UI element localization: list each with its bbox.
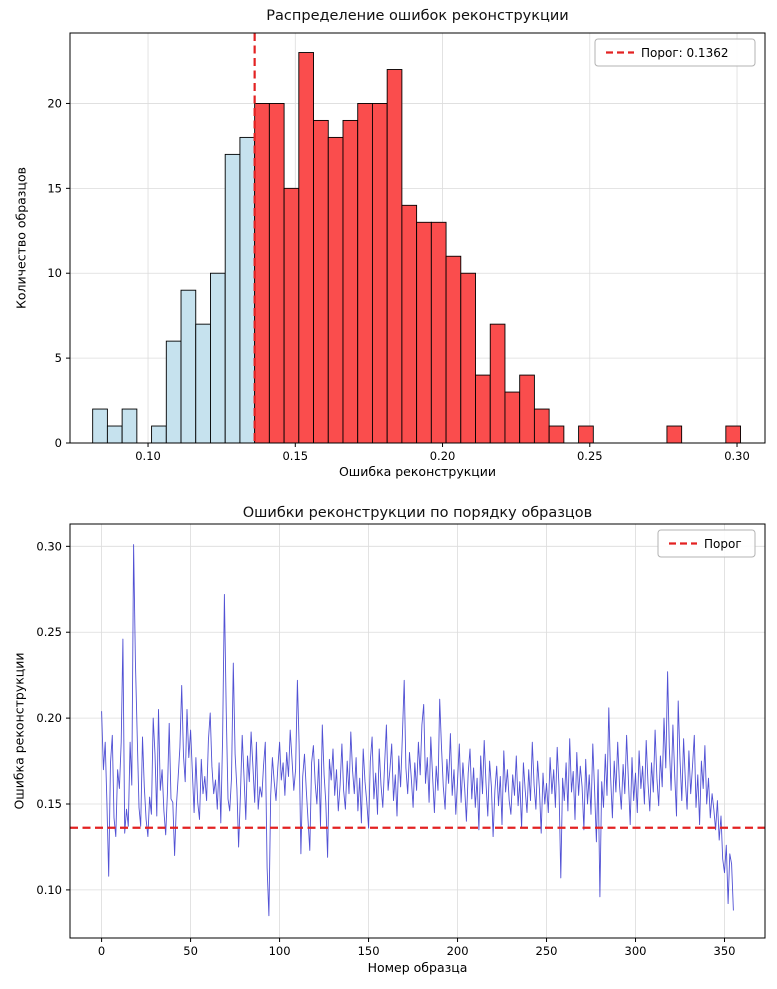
histogram-bar [371, 103, 388, 444]
histogram-bar [460, 272, 476, 444]
histogram-chart-svg: 0.10 0.15 0.20 0.25 0.30 0 5 10 15 20 Порог: 0.136… [47, 32, 766, 463]
x-tick-label: 0 [98, 944, 105, 958]
histogram-bar [180, 289, 197, 444]
legend-box [657, 529, 756, 558]
y-tick-label: 0 [55, 436, 62, 450]
histogram-bar [239, 136, 256, 444]
histogram-bar [578, 425, 594, 444]
histogram-xaxis-label: Ошибка реконструкции [338, 464, 497, 479]
tick-labels: 0.10 0.15 0.20 0.25 0.30 0 5 10 15 20 [47, 96, 749, 463]
histogram-bar [401, 204, 418, 444]
legend-label: Порог [704, 537, 742, 551]
x-tick-label: 250 [536, 944, 558, 958]
histogram-bar [224, 153, 241, 444]
legend-box [594, 38, 756, 67]
legend: Порог: 0.1362 [594, 38, 756, 67]
y-tick-label: 20 [47, 96, 62, 110]
line-chart-xaxis-label: Номер образца [367, 960, 468, 975]
y-tick-label: 5 [55, 351, 62, 365]
histogram-bar [106, 425, 123, 444]
x-tick-label: 50 [183, 944, 198, 958]
y-tick-label: 0.20 [36, 711, 62, 725]
histogram-bar [357, 103, 373, 444]
histogram-bar [666, 425, 683, 444]
x-tick-label: 0.10 [135, 449, 161, 463]
x-tick-label: 0.20 [430, 449, 456, 463]
histogram-bar [151, 425, 167, 444]
histogram-bar [725, 425, 742, 444]
legend: Порог [657, 529, 756, 558]
line-chart-title: Ошибки реконструкции по порядку образцов [242, 505, 593, 521]
x-tick-label: 100 [269, 944, 291, 958]
histogram-bar [489, 323, 506, 444]
histogram-bar [283, 187, 300, 444]
y-tick-label: 15 [47, 181, 62, 195]
axes-frame [69, 523, 766, 939]
grid-lines [70, 524, 765, 938]
histogram-chart: Распределение ошибок реконструкции Ошибк… [0, 0, 777, 494]
histogram-bar [254, 103, 270, 444]
tick-marks [66, 102, 738, 447]
x-tick-label: 0.15 [282, 449, 308, 463]
histogram-bar [313, 119, 329, 444]
x-tick-label: 350 [714, 944, 736, 958]
tick-labels: 0 50 100 150 200 250 300 350 0.10 0.15 0.20 0.25 0.3… [36, 539, 735, 958]
histogram-title: Распределение ошибок реконструкции [266, 8, 569, 24]
y-tick-label: 0.30 [36, 539, 62, 553]
y-tick-label: 0.25 [36, 625, 62, 639]
histogram-bar [92, 408, 108, 444]
x-tick-label: 0.25 [577, 449, 603, 463]
histogram-bar [475, 374, 491, 444]
histogram-bar [342, 119, 359, 444]
x-tick-label: 150 [358, 944, 380, 958]
y-tick-label: 10 [47, 266, 62, 280]
histogram-bar [445, 255, 462, 444]
histogram-bar [210, 272, 226, 444]
histogram-bar [533, 408, 550, 444]
tick-marks [66, 545, 726, 942]
histogram-bar [327, 136, 344, 444]
x-tick-label: 0.30 [724, 449, 750, 463]
histogram-bar [298, 52, 314, 444]
histogram-bar [268, 103, 285, 444]
x-tick-label: 200 [447, 944, 469, 958]
histogram-bar [548, 425, 565, 444]
y-tick-label: 0.15 [36, 797, 62, 811]
line-chart-svg: 0 50 100 150 200 250 300 350 0.10 0.15 0.20 0.25 0.3… [36, 523, 766, 958]
histogram-bar [121, 408, 138, 444]
line-chart: Ошибки реконструкции по порядку образцов… [0, 494, 777, 989]
axes-frame [69, 32, 766, 444]
histogram-bar [416, 221, 432, 444]
histogram-bar [519, 374, 535, 444]
histogram-bar [386, 69, 403, 444]
histogram-bar [504, 391, 521, 444]
x-tick-label: 300 [625, 944, 647, 958]
histogram-bar [430, 221, 447, 444]
legend-label: Порог: 0.1362 [641, 46, 728, 60]
histogram-bars [92, 52, 742, 444]
histogram-bar [165, 340, 182, 444]
error-series-line [101, 544, 734, 917]
histogram-bar [195, 323, 211, 444]
y-tick-label: 0.10 [36, 883, 62, 897]
